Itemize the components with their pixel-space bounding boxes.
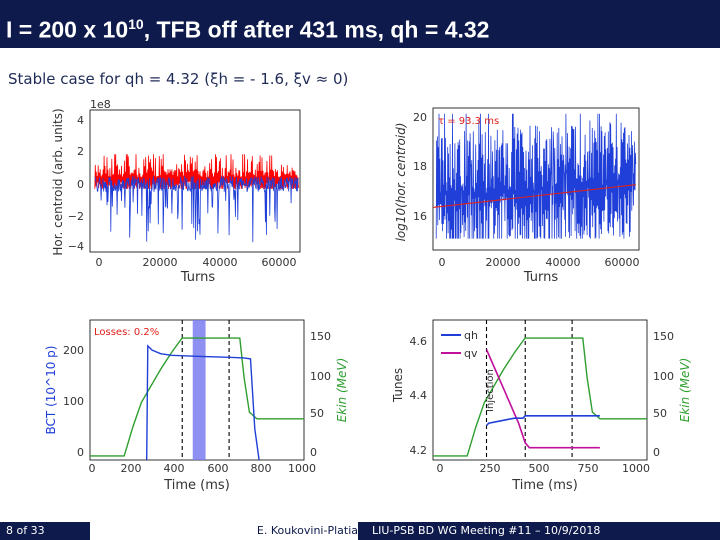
plot-bct-y2tick: 50: [310, 407, 324, 420]
plot-tunes: qh qv Injection 4.6 4.4 4.2 150 100 50 0…: [391, 319, 692, 493]
plot-bct-y2label: Ekin (MeV): [335, 358, 349, 423]
plot-tunes-xtick: 1000: [622, 462, 650, 475]
plot-bct-xtick: 400: [164, 462, 185, 475]
plot-bct-ylabel: BCT (10^10 p): [44, 346, 58, 435]
plot-centroid-xtick: 20000: [143, 256, 178, 269]
slide-subtitle: Stable case for qh = 4.32 (ξh = - 1.6, ξ…: [8, 70, 349, 88]
log-centroid-fit-line: [432, 184, 636, 208]
plot-log-centroid-xlabel: Turns: [523, 270, 559, 285]
legend-qh-label: qh: [464, 329, 478, 342]
plot-log-centroid-xtick: 60000: [605, 256, 640, 269]
plot-log-centroid-ytick: 20: [413, 111, 427, 124]
plot-tunes-ytick: 4.4: [410, 389, 428, 402]
plot-centroid-exponent: 1e8: [90, 98, 111, 111]
bct-energy-curve: [90, 337, 304, 457]
plot-centroid-ytick: 4: [77, 114, 84, 127]
plot-bct-xlabel: Time (ms): [163, 478, 230, 493]
plot-bct-ytick: 0: [77, 446, 84, 459]
footer-author: E. Koukovini-Platia: [256, 524, 358, 537]
tunes-qh-curve: [485, 414, 600, 427]
plot-centroid-xlabel: Turns: [180, 270, 216, 285]
tunes-qv-curve: [485, 349, 600, 449]
plot-tunes-frame: [432, 319, 648, 461]
plot-centroid-ytick: 2: [77, 145, 84, 158]
plot-bct-xtick: 800: [251, 462, 272, 475]
plot-centroid: 1e8 4 2 0 −2 −4 0 20000 40000 60000 Turn…: [51, 98, 301, 285]
title-suffix: , TFB off after 431 ms, qh = 4.32: [143, 16, 490, 43]
plot-bct-y2tick: 150: [310, 330, 331, 343]
plot-log-centroid: τ = 93.3 ms 20 18 16 0 20000 40000 60000…: [394, 107, 640, 285]
plot-tunes-y2label: Ekin (MeV): [678, 358, 692, 423]
plot-log-centroid-ytick: 18: [413, 160, 427, 173]
plot-bct-xtick: 1000: [288, 462, 316, 475]
plot-centroid-xtick: 40000: [203, 256, 238, 269]
plot-tunes-ylabel: Tunes: [391, 368, 405, 403]
footer-meeting: LIU-PSB BD WG Meeting #11 – 10/9/2018: [358, 522, 720, 540]
tunes-energy-curve: [433, 337, 647, 457]
plot-centroid-ytick: −2: [68, 210, 84, 223]
plot-log-centroid-annotation: τ = 93.3 ms: [438, 116, 499, 127]
plot-tunes-y2tick: 150: [653, 330, 674, 343]
plot-centroid-xtick: 60000: [262, 256, 297, 269]
centroid-blue-trace: [94, 174, 299, 243]
plot-tunes-ytick: 4.2: [410, 444, 428, 457]
plot-bct: Losses: 0.2% 200 100 0 150 100 50 0 0 20…: [44, 319, 349, 493]
plot-bct-xtick: 0: [89, 462, 96, 475]
plot-log-centroid-ytick: 16: [413, 210, 427, 223]
plot-tunes-y2tick: 100: [653, 370, 674, 383]
plot-centroid-ytick: 0: [77, 178, 84, 191]
plot-log-centroid-xtick: 0: [439, 256, 446, 269]
log-centroid-trace: [435, 113, 637, 239]
plot-bct-y2tick: 100: [310, 370, 331, 383]
bct-shaded-window: [192, 320, 206, 460]
plot-tunes-xtick: 500: [529, 462, 550, 475]
plot-centroid-ytick: −4: [68, 240, 84, 253]
plot-centroid-xtick: 0: [96, 256, 103, 269]
plot-bct-y2tick: 0: [310, 446, 317, 459]
plot-bct-ytick: 100: [63, 395, 84, 408]
plot-log-centroid-ylabel: log10(hor. centroid): [394, 123, 408, 242]
plot-bct-ytick: 200: [63, 344, 84, 357]
plot-bct-annotation: Losses: 0.2%: [94, 327, 159, 338]
title-exponent: 10: [128, 16, 144, 32]
injection-label: Injection: [485, 369, 496, 412]
legend-qv-label: qv: [464, 347, 478, 360]
plot-tunes-y2tick: 50: [653, 407, 667, 420]
plot-tunes-xtick: 250: [480, 462, 501, 475]
plot-tunes-xlabel: Time (ms): [511, 478, 578, 493]
title-prefix: I = 200 x 10: [6, 16, 129, 43]
plot-bct-xtick: 200: [121, 462, 142, 475]
plot-tunes-y2tick: 0: [653, 446, 660, 459]
plot-log-centroid-xtick: 40000: [546, 256, 581, 269]
plot-log-centroid-xtick: 20000: [486, 256, 521, 269]
plot-tunes-ytick: 4.6: [410, 335, 428, 348]
bct-intensity-curve: [146, 344, 260, 461]
plot-tunes-xtick: 0: [437, 462, 444, 475]
plot-bct-xtick: 600: [208, 462, 229, 475]
slide-title: I = 200 x 1010, TFB off after 431 ms, qh…: [0, 0, 720, 48]
footer-page-number: 8 of 33: [0, 522, 90, 540]
plot-tunes-xtick: 750: [578, 462, 599, 475]
plot-centroid-ylabel: Hor. centroid (arb. units): [51, 108, 65, 255]
